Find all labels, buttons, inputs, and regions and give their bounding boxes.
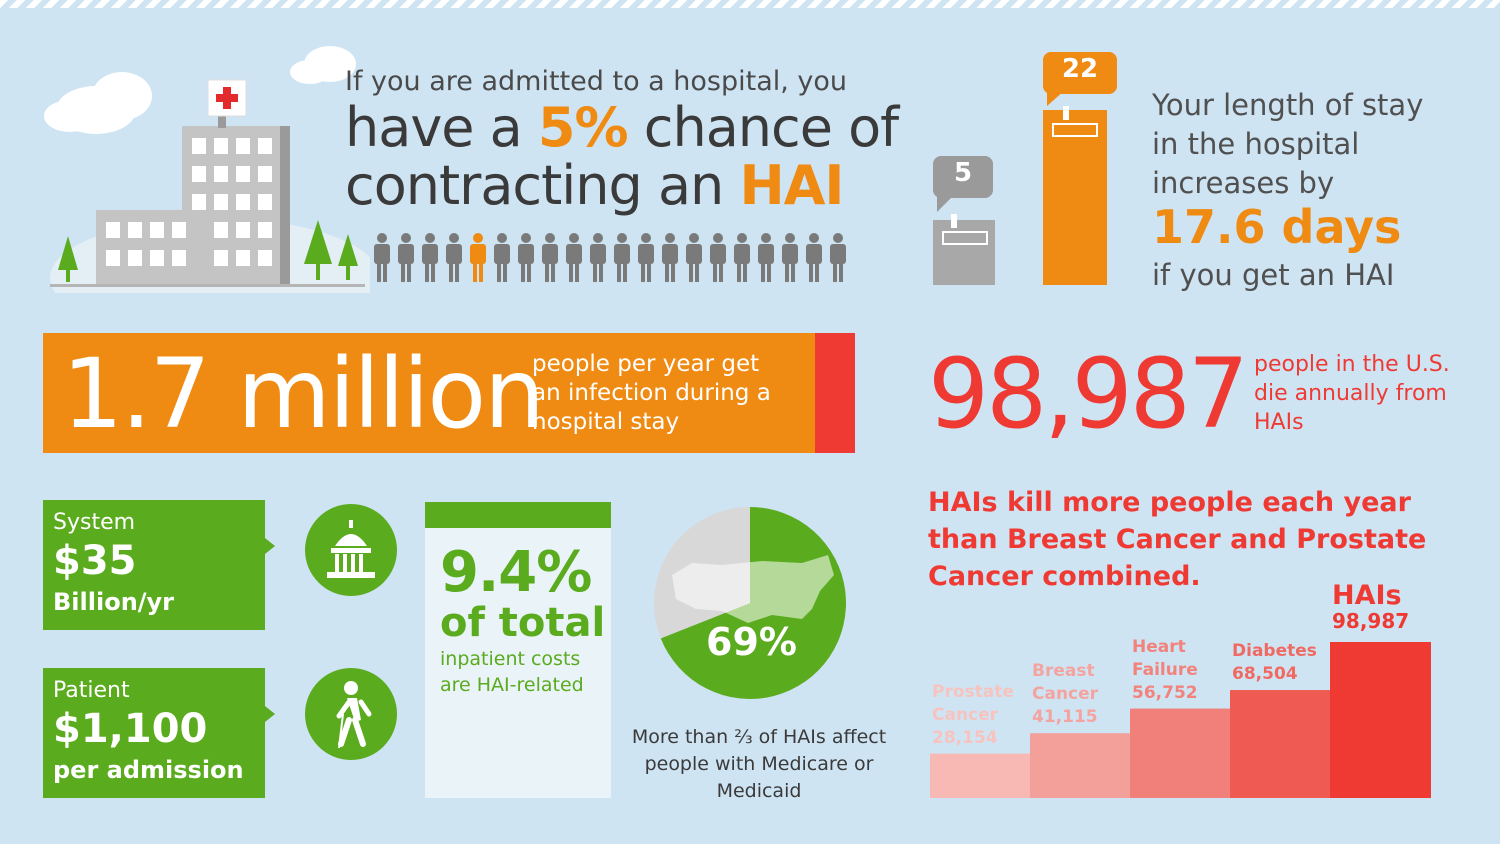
person-icon [398,233,414,282]
person-icon [830,233,846,282]
patient-cost-unit: per admission [53,756,244,784]
bar-category-label: Failure [1132,659,1198,680]
person-icon [686,233,702,282]
person-icon [518,233,534,282]
bar-prostate-cancer [930,753,1031,798]
inpatient-cost-percent: 9.4% [440,540,592,605]
deaths-comparison-bar-chart [930,642,1431,798]
system-cost-value: $35 [53,538,137,584]
person-icon [638,233,654,282]
person-icon [710,233,726,282]
capitol-building-icon [305,504,397,596]
bar-category-label: Cancer [932,704,999,725]
medicare-description: More than ⅔ of HAIs affect people with M… [631,726,887,802]
person-icon [734,233,750,282]
speech-bubble-5 [933,156,993,212]
bar-category-label: Cancer [1032,684,1099,705]
headline-line-3: contracting an HAI [345,154,845,217]
person-icon [662,233,678,282]
infections-banner [43,333,855,453]
bar-category-label: Diabetes [1232,641,1317,662]
person-icon [782,233,798,282]
walking-patient-icon [305,668,397,760]
bar-category-label: Breast [1032,661,1095,682]
medicare-pie-chart [654,507,846,699]
person-icon [542,233,558,282]
patient-cost-value: $1,100 [53,706,208,752]
person-icon [590,233,606,282]
inpatient-cost-panel [425,502,611,798]
bar-chart-labels: Prostate Cancer 28,154 Breast Cancer 41,115 He… [930,570,1450,750]
deaths-description: people in the U.S. die annually from HAI… [1254,352,1450,435]
speech-bubble-22 [1043,52,1117,106]
bar-category-label: HAIs [1332,580,1402,611]
stay-with-hai-value: 22 [1061,54,1099,84]
people-pictogram-row [374,233,846,282]
system-cost-label: System [53,510,136,535]
stay-increase-days: 17.6 days [1152,200,1402,254]
bar-label: Diabetes 68,504 [1232,640,1317,686]
stay-without-hai-value: 5 [953,158,973,188]
cloud-icon [44,72,152,134]
headline-line-1: If you are admitted to a hospital, you [345,66,848,97]
bar-breast-cancer [1030,733,1131,798]
bar-value-label: 98,987 [1332,609,1410,633]
patient-cost-box: Patient $1,100 per admission [43,668,275,798]
red-cross-icon [207,79,247,117]
system-cost-unit: Billion/yr [53,588,175,616]
bar-value-label: 68,504 [1232,664,1298,685]
pie-percent-label: 69% [706,620,797,664]
bar-label: Breast Cancer 41,115 [1032,660,1098,729]
headline-line-2: have a 5% chance of [345,96,899,159]
system-cost-box: System $35 Billion/yr [43,500,275,630]
infections-banner-accent [815,333,855,453]
bar-category-label: Heart [1132,636,1186,657]
person-icon [566,233,582,282]
infections-number: 1.7 million [62,338,545,450]
hospital-bed-icon [1043,106,1107,285]
inpatient-cost-of-total: of total [440,600,606,646]
inpatient-cost-panel-header [425,502,611,528]
person-icon [806,233,822,282]
comparison-statement: HAIs kill more people each year than Bre… [928,487,1427,592]
person-icon [374,233,390,282]
hospital-bed-icon [933,214,995,285]
bar-value-label: 41,115 [1032,707,1098,728]
patient-cost-label: Patient [53,678,130,703]
stay-condition: if you get an HAI [1152,258,1395,292]
bar-diabetes [1230,690,1331,798]
person-icon [758,233,774,282]
bar-label-hais: HAIs 98,987 [1332,582,1409,633]
bar-label: Heart Failure 56,752 [1132,636,1198,705]
bar-value-label: 28,154 [932,727,998,748]
infections-description: people per year get an infection during … [532,351,771,435]
tree-icon [304,220,332,280]
bar-category-label: Prostate [932,681,1014,702]
inpatient-cost-description: inpatient costs are HAI-related [440,648,584,696]
cloud-icon [290,46,356,84]
person-icon [422,233,438,282]
tree-icon [58,236,78,282]
person-icon-highlighted [470,233,486,282]
stay-description: Your length of stay in the hospital incr… [1152,88,1424,200]
person-icon [494,233,510,282]
bar-value-label: 56,752 [1132,682,1198,703]
length-of-stay-graphic [933,52,1117,285]
person-icon [614,233,630,282]
bar-heart-failure [1130,708,1231,798]
deaths-number: 98,987 [928,338,1249,450]
tree-icon [338,234,358,280]
bar-hais [1330,642,1431,798]
bar-label: Prostate Cancer 28,154 [932,681,1014,750]
us-map-shape [672,555,834,623]
top-stripe-divider [0,0,1500,8]
person-icon [446,233,462,282]
hospital-illustration [44,46,370,293]
